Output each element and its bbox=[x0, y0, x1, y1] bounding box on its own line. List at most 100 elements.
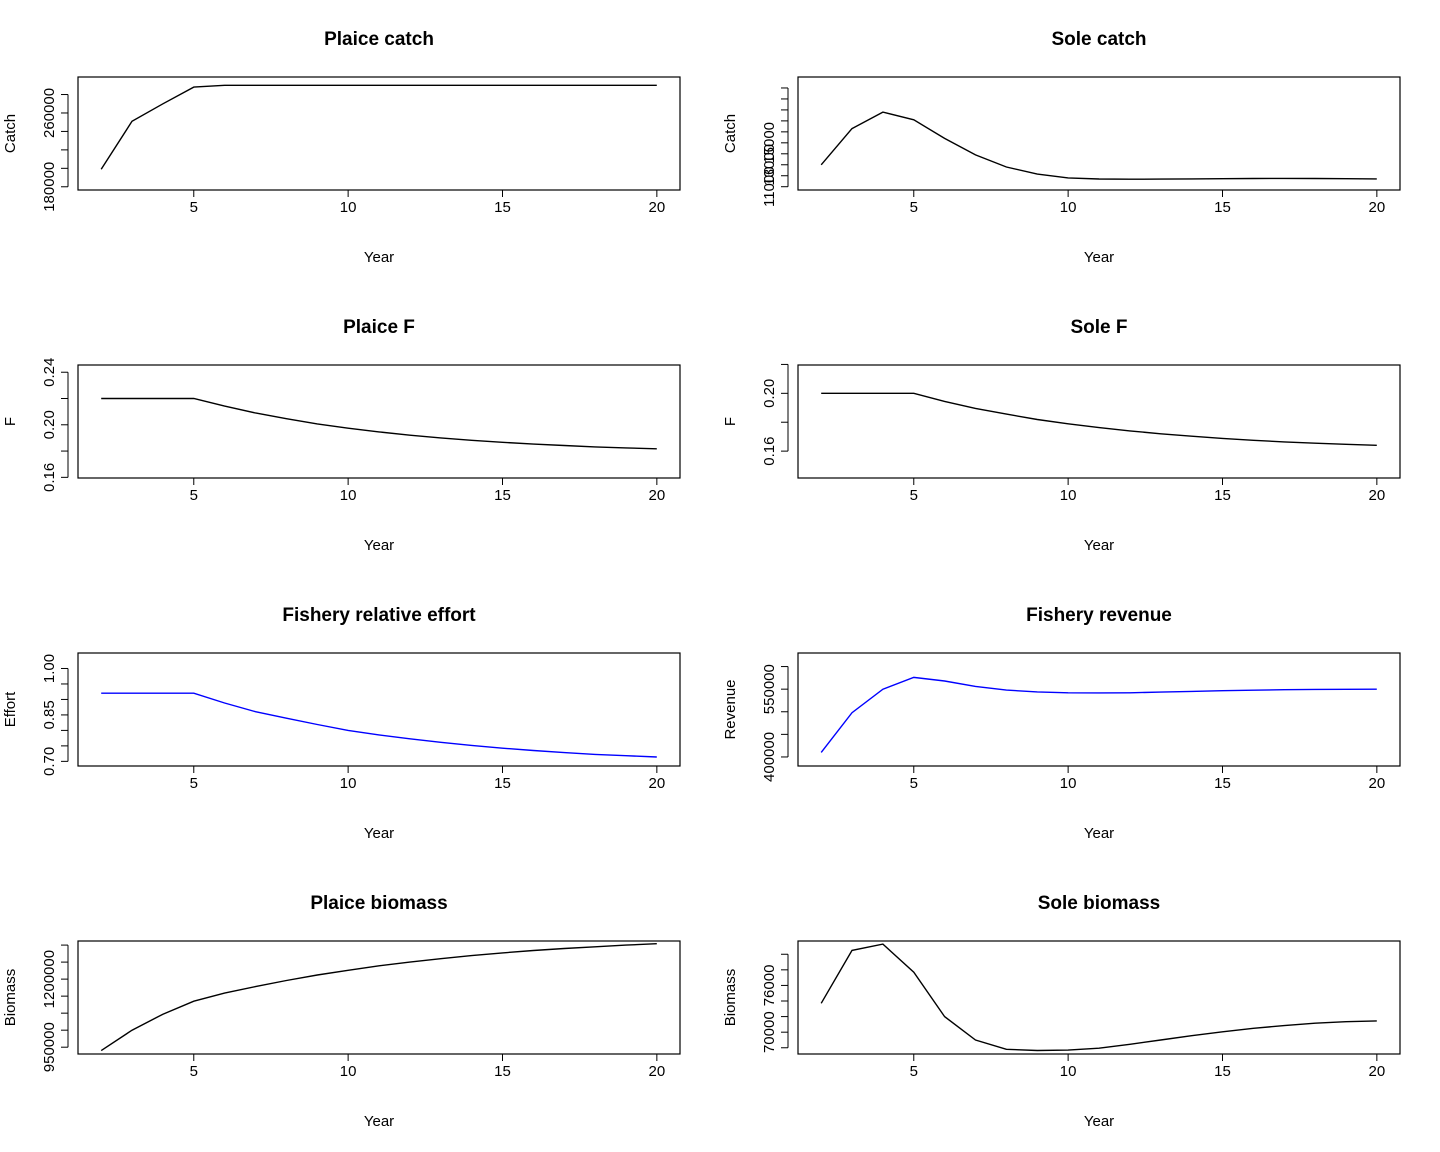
x-tick-label: 15 bbox=[1214, 1063, 1231, 1080]
y-axis-label: Catch bbox=[722, 114, 739, 153]
x-tick-label: 10 bbox=[340, 199, 357, 216]
x-axis-label: Year bbox=[1084, 1113, 1114, 1130]
x-tick-label: 20 bbox=[1369, 199, 1386, 216]
x-axis-label: Year bbox=[364, 825, 394, 842]
x-tick-label: 20 bbox=[649, 487, 666, 504]
y-tick-label: 180000 bbox=[41, 162, 58, 212]
y-tick-label: 0.24 bbox=[41, 358, 58, 387]
series-line bbox=[821, 392, 1377, 446]
y-tick-label: 0.70 bbox=[41, 747, 58, 776]
panel-title: Plaice catch bbox=[324, 29, 434, 50]
x-tick-label: 10 bbox=[340, 487, 357, 504]
y-tick-label: 11000 bbox=[761, 166, 778, 207]
panel-3: Sole F 5 10 15 20 Year 0.16 0.20 F bbox=[722, 317, 1401, 554]
panel-title: Fishery revenue bbox=[1026, 605, 1172, 626]
x-tick-label: 5 bbox=[190, 487, 198, 504]
x-tick-label: 15 bbox=[494, 1063, 511, 1080]
x-tick-label: 20 bbox=[649, 775, 666, 792]
y-tick-label: 0.20 bbox=[41, 410, 58, 439]
series-line bbox=[101, 692, 657, 758]
x-tick-label: 10 bbox=[340, 1063, 357, 1080]
x-tick-label: 5 bbox=[910, 199, 918, 216]
y-tick-label: 550000 bbox=[761, 664, 778, 714]
x-tick-label: 20 bbox=[1369, 487, 1386, 504]
x-tick-label: 20 bbox=[649, 1063, 666, 1080]
x-tick-label: 15 bbox=[494, 775, 511, 792]
x-tick-label: 15 bbox=[1214, 199, 1231, 216]
panel-title: Sole catch bbox=[1051, 29, 1146, 50]
x-axis-label: Year bbox=[364, 537, 394, 554]
y-tick-label: 13000 bbox=[761, 144, 778, 186]
x-tick-label: 15 bbox=[1214, 775, 1231, 792]
y-axis-label: Effort bbox=[2, 691, 19, 727]
y-tick-label: 1200000 bbox=[41, 950, 58, 1008]
series-line bbox=[100, 84, 657, 170]
y-tick-label: 0.20 bbox=[761, 379, 778, 408]
y-axis-label: F bbox=[2, 417, 19, 426]
plot-frame bbox=[77, 76, 681, 191]
panel-4: Fishery relative effort 5 10 15 20 Year 0.70 0.… bbox=[2, 605, 681, 842]
y-axis-label: Biomass bbox=[722, 969, 739, 1027]
y-tick-label: 15000 bbox=[761, 122, 778, 164]
y-tick-label: 400000 bbox=[761, 732, 778, 782]
panel-title: Sole biomass bbox=[1038, 893, 1161, 914]
series-line bbox=[820, 111, 1377, 180]
x-tick-label: 5 bbox=[190, 1063, 198, 1080]
x-axis-label: Year bbox=[1084, 825, 1114, 842]
panel-title: Fishery relative effort bbox=[282, 605, 476, 626]
plot-frame bbox=[797, 652, 1401, 767]
y-axis-label: F bbox=[722, 417, 739, 426]
x-tick-label: 5 bbox=[190, 775, 198, 792]
panel-title: Plaice biomass bbox=[310, 893, 447, 914]
x-tick-label: 20 bbox=[1369, 1063, 1386, 1080]
plot-frame bbox=[77, 652, 681, 767]
series-line bbox=[820, 943, 1377, 1052]
y-tick-label: 76000 bbox=[761, 965, 778, 1007]
x-axis-label: Year bbox=[1084, 537, 1114, 554]
x-axis-label: Year bbox=[364, 249, 394, 266]
panel-2: Plaice F 5 10 15 20 Year 0.16 0.20 0.24 F bbox=[2, 317, 681, 554]
x-tick-label: 5 bbox=[910, 775, 918, 792]
y-tick-label: 0.16 bbox=[41, 463, 58, 492]
y-axis-label: Biomass bbox=[2, 969, 19, 1027]
x-tick-label: 5 bbox=[910, 1063, 918, 1080]
x-tick-label: 20 bbox=[649, 199, 666, 216]
x-tick-label: 10 bbox=[1060, 775, 1077, 792]
panel-7: Sole biomass 5 10 15 20 Year 70000 76000 Biomass bbox=[722, 893, 1401, 1130]
x-axis-label: Year bbox=[364, 1113, 394, 1130]
y-tick-label: 0.85 bbox=[41, 700, 58, 729]
x-tick-label: 10 bbox=[340, 775, 357, 792]
series-line bbox=[100, 943, 657, 1052]
x-tick-label: 5 bbox=[190, 199, 198, 216]
x-tick-label: 10 bbox=[1060, 1063, 1077, 1080]
panel-title: Plaice F bbox=[343, 317, 415, 338]
y-axis-label: Revenue bbox=[722, 679, 739, 739]
x-axis-label: Year bbox=[1084, 249, 1114, 266]
x-tick-label: 20 bbox=[1369, 775, 1386, 792]
plot-frame bbox=[77, 364, 681, 479]
plot-frame bbox=[797, 940, 1401, 1055]
y-tick-label: 950000 bbox=[41, 1022, 58, 1072]
series-line bbox=[101, 397, 657, 450]
x-tick-label: 10 bbox=[1060, 199, 1077, 216]
x-tick-label: 15 bbox=[1214, 487, 1231, 504]
panel-title: Sole F bbox=[1070, 317, 1127, 338]
x-tick-label: 10 bbox=[1060, 487, 1077, 504]
y-tick-label: 260000 bbox=[41, 88, 58, 138]
panel-5: Fishery revenue 5 10 15 20 Year 400000 550000 Re… bbox=[722, 605, 1401, 842]
panel-6: Plaice biomass 5 10 15 20 Year 950000 1200000 Bi… bbox=[2, 893, 681, 1130]
x-tick-label: 15 bbox=[494, 199, 511, 216]
y-tick-label: 1.00 bbox=[41, 654, 58, 683]
plot-frame bbox=[77, 940, 681, 1055]
plot-frame bbox=[797, 364, 1401, 479]
series-line bbox=[820, 676, 1377, 753]
y-axis-label: Catch bbox=[2, 114, 19, 153]
y-tick-label: 70000 bbox=[761, 1011, 778, 1053]
x-tick-label: 15 bbox=[494, 487, 511, 504]
y-tick-label: 0.16 bbox=[761, 437, 778, 466]
plot-frame bbox=[797, 76, 1401, 191]
x-tick-label: 5 bbox=[910, 487, 918, 504]
panel-0: Plaice catch 5 10 15 20 Year 180000 260000 Catch bbox=[2, 29, 681, 266]
